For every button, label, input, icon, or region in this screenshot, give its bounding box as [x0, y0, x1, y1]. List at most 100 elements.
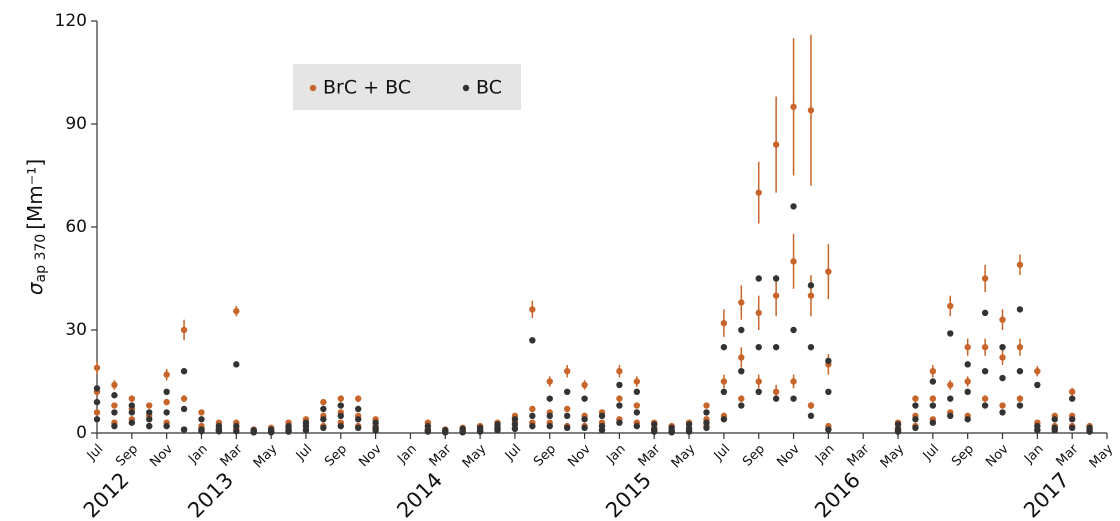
point — [442, 427, 449, 434]
y-tick-label: 120 — [55, 11, 87, 31]
point — [947, 395, 954, 402]
point — [755, 388, 762, 395]
point — [981, 309, 989, 317]
point — [598, 422, 606, 430]
x-tick-label: Nov — [565, 441, 594, 470]
point — [546, 412, 553, 420]
point — [616, 402, 623, 409]
x-tick-label: Mar — [845, 441, 873, 469]
point — [772, 388, 780, 395]
point — [529, 306, 536, 313]
point — [529, 405, 536, 413]
point — [651, 426, 658, 433]
year-label: 2012 — [79, 468, 134, 521]
point — [964, 388, 971, 395]
point — [894, 426, 902, 433]
point — [511, 425, 519, 433]
point — [738, 299, 745, 306]
point — [111, 381, 118, 389]
point — [981, 275, 989, 282]
point — [1016, 261, 1024, 268]
point — [1034, 422, 1041, 430]
x-tick-label: Jan — [394, 442, 419, 467]
x-tick-label: Mar — [218, 441, 246, 469]
year-label: 2014 — [392, 468, 447, 521]
x-tick-label: May — [251, 441, 281, 471]
point — [981, 368, 989, 375]
point — [146, 422, 153, 430]
point — [355, 424, 362, 432]
point — [1068, 424, 1076, 432]
point — [93, 409, 101, 416]
point — [807, 343, 815, 351]
point — [424, 422, 432, 430]
point — [772, 343, 780, 351]
point — [494, 421, 501, 428]
point — [337, 412, 344, 420]
point — [163, 422, 170, 430]
point — [633, 422, 641, 430]
point — [355, 405, 362, 413]
point — [755, 309, 762, 317]
x-tick-label: Jan — [1021, 442, 1046, 467]
point — [320, 398, 327, 406]
point — [250, 427, 257, 434]
x-tick-label: Sep — [949, 442, 977, 470]
x-tick-label: Sep — [322, 442, 350, 470]
point — [563, 412, 571, 420]
point — [146, 409, 153, 416]
point — [999, 354, 1006, 361]
point — [807, 292, 815, 299]
legend: BrC + BC BC — [293, 64, 521, 110]
point — [302, 419, 310, 426]
point — [93, 398, 101, 406]
x-tick-label: Jul — [920, 442, 942, 464]
legend-label: BrC + BC — [323, 77, 411, 99]
point — [111, 392, 118, 399]
y-label-unit: [Mm⁻¹] — [23, 159, 47, 230]
x-tick-label: Nov — [147, 441, 176, 470]
point — [529, 337, 536, 344]
point — [807, 282, 815, 289]
point — [912, 424, 919, 432]
point — [964, 416, 971, 423]
point — [738, 368, 745, 375]
point — [1051, 424, 1058, 432]
point — [755, 378, 762, 385]
point — [355, 395, 362, 402]
series — [93, 34, 1093, 436]
point — [633, 409, 641, 416]
point — [320, 424, 327, 432]
point — [790, 326, 797, 334]
point — [546, 378, 553, 385]
point — [755, 189, 762, 196]
point — [999, 316, 1006, 323]
x-tick-label: Jul — [84, 442, 106, 464]
x-tick-label: Jul — [502, 442, 524, 464]
point — [581, 424, 588, 432]
point — [703, 409, 710, 416]
point — [772, 292, 780, 299]
point — [807, 412, 815, 420]
point — [912, 402, 919, 409]
point — [947, 302, 954, 310]
point — [947, 381, 954, 389]
point — [546, 395, 553, 402]
x-tick-label: May — [1087, 441, 1117, 471]
point — [320, 405, 327, 413]
y-label-subscript: ap 370 — [33, 234, 49, 283]
point — [616, 381, 623, 389]
point — [790, 395, 797, 402]
point — [1068, 395, 1076, 402]
point — [111, 402, 118, 409]
point — [999, 343, 1006, 351]
point — [337, 402, 344, 409]
x-tick-label: May — [878, 441, 908, 471]
point — [894, 421, 902, 428]
point — [825, 357, 832, 365]
point — [180, 368, 188, 375]
point — [267, 426, 275, 433]
point — [807, 107, 815, 114]
point — [563, 424, 571, 432]
point — [1016, 368, 1024, 375]
